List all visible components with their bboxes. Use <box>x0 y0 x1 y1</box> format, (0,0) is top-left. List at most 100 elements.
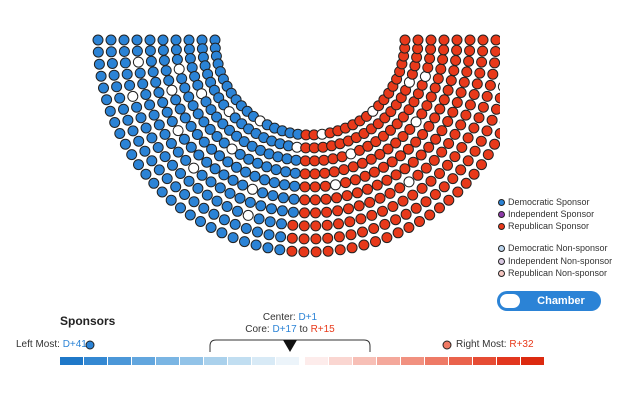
seat[interactable] <box>133 135 145 147</box>
seat[interactable] <box>175 168 186 179</box>
seat[interactable] <box>255 200 267 212</box>
seat[interactable] <box>124 79 136 91</box>
seat[interactable] <box>468 89 480 100</box>
seat[interactable] <box>101 94 113 106</box>
seat[interactable] <box>183 91 195 103</box>
seat[interactable] <box>451 44 463 56</box>
seat[interactable] <box>464 45 476 57</box>
seat[interactable] <box>170 44 182 56</box>
seat[interactable] <box>410 202 422 214</box>
seat[interactable] <box>184 53 196 64</box>
seat[interactable] <box>287 206 299 218</box>
seat[interactable] <box>279 179 290 191</box>
seat[interactable] <box>438 181 450 193</box>
seat[interactable] <box>221 201 233 212</box>
seat[interactable] <box>351 187 363 199</box>
seat[interactable] <box>131 45 143 57</box>
seat[interactable] <box>105 46 117 58</box>
seat[interactable] <box>152 142 164 153</box>
seat[interactable] <box>424 53 436 64</box>
seat[interactable] <box>185 120 197 132</box>
seat[interactable] <box>310 246 322 258</box>
seat[interactable] <box>119 57 131 69</box>
seat[interactable] <box>211 131 223 142</box>
seat[interactable] <box>137 78 149 90</box>
seat[interactable] <box>451 34 463 46</box>
seat[interactable] <box>179 82 191 94</box>
seat[interactable] <box>384 187 396 199</box>
seat[interactable] <box>494 128 500 139</box>
seat[interactable] <box>159 128 171 140</box>
seat[interactable] <box>174 103 186 115</box>
seat[interactable] <box>463 55 475 67</box>
seat[interactable] <box>165 138 177 149</box>
seat[interactable] <box>371 179 383 191</box>
seat[interactable] <box>334 244 346 256</box>
seat[interactable] <box>119 138 131 150</box>
seat[interactable] <box>153 164 165 176</box>
seat[interactable] <box>93 58 105 70</box>
seat[interactable] <box>214 182 226 194</box>
seat[interactable] <box>387 201 399 212</box>
seat[interactable] <box>474 67 486 79</box>
seat[interactable] <box>122 114 134 126</box>
seat[interactable] <box>198 202 210 214</box>
seat[interactable] <box>183 43 195 55</box>
seat[interactable] <box>377 205 388 217</box>
seat[interactable] <box>402 143 414 155</box>
seat[interactable] <box>198 136 210 148</box>
seat[interactable] <box>477 45 489 57</box>
seat[interactable] <box>477 101 489 113</box>
seat[interactable] <box>494 92 500 104</box>
seat[interactable] <box>286 245 298 257</box>
seat[interactable] <box>424 209 436 221</box>
seat[interactable] <box>114 92 126 104</box>
seat[interactable] <box>374 148 386 160</box>
seat[interactable] <box>263 229 275 241</box>
seat[interactable] <box>385 124 396 136</box>
seat[interactable] <box>322 245 334 257</box>
seat[interactable] <box>359 170 371 182</box>
seat[interactable] <box>140 122 152 134</box>
seat[interactable] <box>353 200 365 212</box>
seat[interactable] <box>370 136 382 148</box>
seat[interactable] <box>491 103 501 115</box>
seat[interactable] <box>299 155 311 167</box>
seat[interactable] <box>262 242 274 254</box>
seat[interactable] <box>333 231 345 243</box>
seat[interactable] <box>438 44 450 56</box>
seat[interactable] <box>438 34 450 46</box>
seat[interactable] <box>165 194 177 206</box>
seat[interactable] <box>139 145 151 157</box>
seat[interactable] <box>475 135 487 147</box>
seat[interactable] <box>309 155 321 167</box>
seat[interactable] <box>135 112 147 124</box>
seat[interactable] <box>252 157 264 169</box>
seat[interactable] <box>310 207 321 219</box>
seat[interactable] <box>132 56 144 68</box>
seat[interactable] <box>404 123 416 135</box>
seat[interactable] <box>240 166 252 178</box>
seat[interactable] <box>183 175 195 187</box>
seat[interactable] <box>452 186 464 198</box>
seat[interactable] <box>432 73 444 85</box>
seat[interactable] <box>322 232 334 244</box>
seat[interactable] <box>250 239 262 251</box>
seat[interactable] <box>349 174 361 186</box>
seat[interactable] <box>157 34 169 46</box>
seat[interactable] <box>358 239 370 251</box>
seat[interactable] <box>257 187 269 199</box>
seat[interactable] <box>201 156 213 168</box>
seat[interactable] <box>218 169 230 181</box>
seat[interactable] <box>347 161 359 173</box>
seat[interactable] <box>309 181 321 193</box>
seat[interactable] <box>321 206 333 218</box>
seat[interactable] <box>464 99 476 111</box>
seat[interactable] <box>242 209 254 221</box>
seat[interactable] <box>276 205 288 217</box>
seat[interactable] <box>355 213 367 225</box>
seat[interactable] <box>410 136 422 148</box>
seat[interactable] <box>340 177 352 189</box>
seat[interactable] <box>171 54 183 65</box>
seat[interactable] <box>145 55 157 67</box>
